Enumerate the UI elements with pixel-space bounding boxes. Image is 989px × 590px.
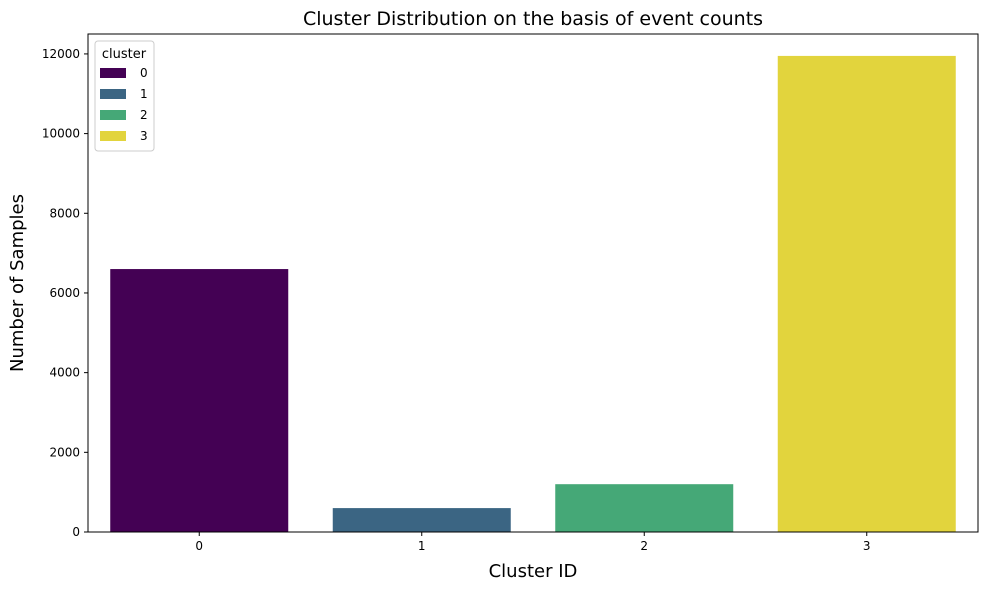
x-axis-label: Cluster ID	[489, 561, 578, 582]
y-axis-ticks: 0 2000 4000 6000 8000 10000 12000	[42, 47, 88, 539]
legend-swatch	[100, 68, 126, 78]
legend-entry-label: 0	[140, 66, 148, 80]
y-tick-label: 8000	[49, 206, 80, 220]
bars-layer	[110, 55, 956, 533]
y-tick-label: 12000	[42, 47, 80, 61]
plot-frame	[87, 33, 979, 533]
y-tick-label: 6000	[49, 286, 80, 300]
y-tick-label: 2000	[49, 445, 80, 459]
legend-swatch	[100, 89, 126, 99]
x-tick-label: 1	[418, 539, 426, 553]
legend-entries: 0 1 2 3	[100, 66, 148, 143]
x-axis-ticks: 0 1 2 3	[195, 532, 871, 553]
legend-entry-label: 2	[140, 108, 148, 122]
chart-title: Cluster Distribution on the basis of eve…	[303, 8, 763, 30]
bar-cluster-0	[110, 269, 289, 532]
y-tick-label: 4000	[49, 366, 80, 380]
bar-cluster-1	[332, 508, 511, 532]
y-tick-label: 10000	[42, 127, 80, 141]
x-tick-label: 0	[195, 539, 203, 553]
legend-entry-label: 3	[140, 129, 148, 143]
x-tick-label: 2	[640, 539, 648, 553]
y-axis-label: Number of Samples	[7, 194, 28, 372]
legend-swatch	[100, 131, 126, 141]
legend: cluster 0 1 2 3	[94, 40, 155, 152]
bar-cluster-2	[555, 484, 734, 532]
bar-cluster-3	[777, 55, 956, 533]
legend-swatch	[100, 110, 126, 120]
x-tick-label: 3	[863, 539, 871, 553]
legend-title: cluster	[102, 47, 147, 62]
legend-entry-label: 1	[140, 87, 148, 101]
y-tick-label: 0	[72, 525, 80, 539]
